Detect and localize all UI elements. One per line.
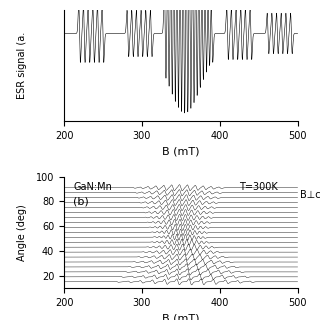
X-axis label: B (mT): B (mT) xyxy=(162,313,200,320)
Y-axis label: ESR signal (a.: ESR signal (a. xyxy=(17,32,27,99)
Y-axis label: Angle (deg): Angle (deg) xyxy=(17,204,27,261)
Text: (b): (b) xyxy=(73,197,89,207)
X-axis label: B (mT): B (mT) xyxy=(162,146,200,156)
Text: T=300K: T=300K xyxy=(239,182,278,192)
Text: GaN:Mn: GaN:Mn xyxy=(73,182,112,192)
Text: B⊥c: B⊥c xyxy=(300,190,320,200)
